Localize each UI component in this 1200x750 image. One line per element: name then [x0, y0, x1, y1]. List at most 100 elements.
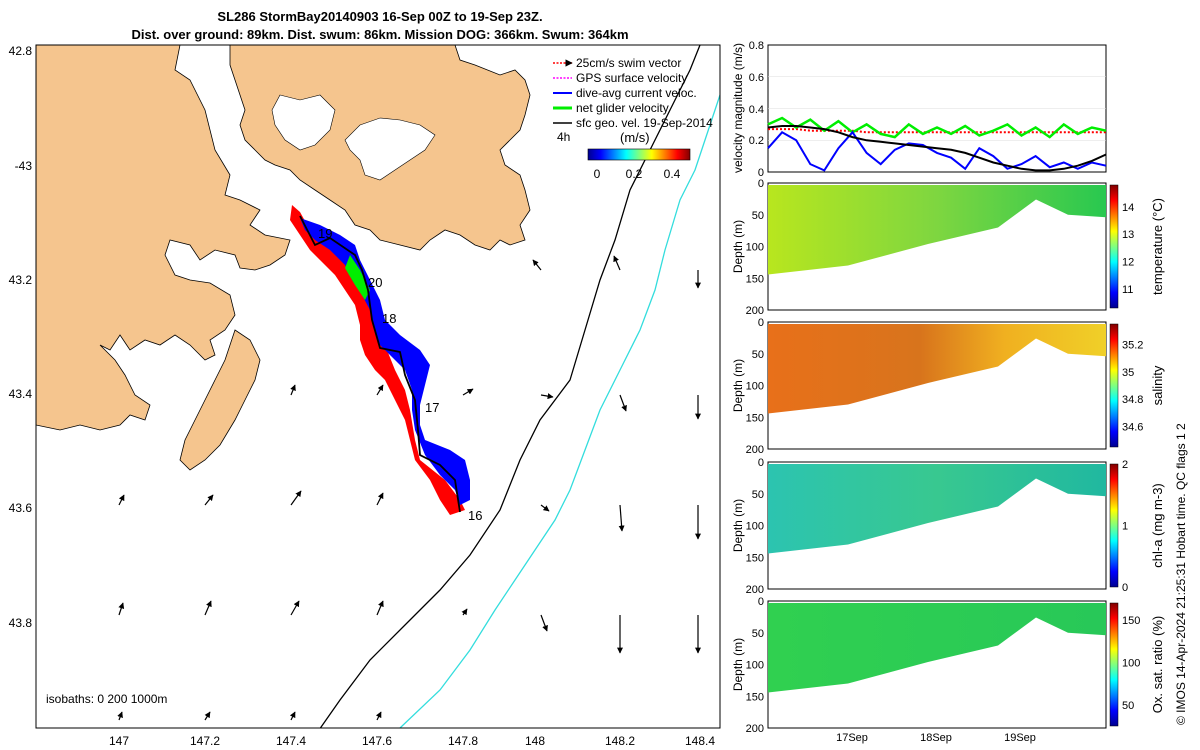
x-tick-label: 147.2: [190, 734, 220, 748]
current-vector-arrow: [540, 393, 554, 400]
section-ylabel: Depth (m): [731, 359, 745, 412]
chart-title-line2: Dist. over ground: 89km. Dist. swum: 86k…: [131, 27, 629, 42]
y-tick-label: 43.4: [9, 387, 33, 401]
y-tick-label: 0.6: [749, 72, 764, 84]
y-tick-label: 0: [758, 167, 764, 179]
section-colorbar: [1109, 602, 1119, 727]
colorbar-tick: 35: [1122, 367, 1134, 379]
x-tick-label: 148.4: [685, 734, 715, 748]
current-vector-arrow: [619, 394, 627, 412]
legend-label: 25cm/s swim vector: [576, 56, 681, 70]
map-legend: 25cm/s swim vector GPS surface velocity …: [553, 56, 713, 181]
y-tick-label: 150: [746, 552, 764, 564]
section-ylabel: Depth (m): [731, 499, 745, 552]
track-day-label: 19: [318, 226, 332, 241]
current-vector-arrow: [204, 600, 212, 616]
y-tick-label: 200: [746, 584, 764, 596]
y-tick-label: 0.8: [749, 40, 764, 52]
track-black-line: [299, 215, 461, 513]
y-tick-label: 100: [746, 381, 764, 393]
track-day-label: 16: [468, 508, 482, 523]
colorbar-label: Ox. sat. ratio (%): [1150, 616, 1165, 714]
isobaths-label: isobaths: 0 200 1000m: [46, 692, 167, 706]
current-vector-arrow: [118, 602, 125, 616]
y-tick-label: 0.2: [749, 135, 764, 147]
section-panel: 0 50 100 150 200 Depth (m) 0 1 2 chl-a (mg m-3): [731, 457, 1165, 596]
time-axis: 17Sep 18Sep 19Sep: [836, 732, 1036, 744]
section-panel: 0 50 100 150 200 Depth (m) 34.6 34.8 35 35.2 salin…: [731, 317, 1165, 456]
velocity-series-line: [767, 116, 1107, 139]
track-day-label: 17: [425, 400, 439, 415]
x-tick-label: 147.6: [362, 734, 392, 748]
colorbar-tick: 0: [1122, 582, 1128, 594]
current-vector-arrow: [117, 711, 123, 721]
legend-label: GPS surface velocity: [576, 71, 687, 85]
x-tick-label: 19Sep: [1004, 732, 1036, 744]
colorbar-tick: 35.2: [1122, 340, 1143, 352]
track-day-label: 20: [368, 275, 382, 290]
current-vector-arrow: [462, 388, 474, 396]
current-vector-arrow: [375, 711, 382, 721]
section-fill: [768, 603, 1106, 693]
colorbar-tick: 0: [594, 167, 601, 181]
colorbar-tick: 150: [1122, 615, 1140, 627]
y-tick-label: 150: [746, 273, 764, 285]
current-vector-arrow: [376, 492, 384, 506]
surface-geostrophic-vectors: [117, 255, 701, 721]
current-vector-arrow: [376, 600, 384, 616]
y-tick-label: 50: [752, 628, 764, 640]
section-colorbar: [1109, 463, 1119, 588]
land-north-inner-water: [344, 117, 436, 181]
y-tick-label: 50: [752, 489, 764, 501]
current-vector-arrow: [540, 504, 550, 512]
y-tick-label: 43.6: [9, 501, 33, 515]
current-vector-arrow: [289, 711, 296, 721]
colorbar-tick: 13: [1122, 229, 1134, 241]
credit-text: © IMOS 14-Apr-2024 21:25:31 Hobart time.…: [1174, 423, 1188, 725]
y-tick-label: 100: [746, 521, 764, 533]
x-tick-label: 148.2: [605, 734, 635, 748]
x-tick-label: 18Sep: [920, 732, 952, 744]
y-tick-label: 42.8: [9, 44, 33, 58]
colorbar-label: salinity: [1150, 365, 1165, 405]
y-tick-label: 0: [758, 457, 764, 469]
x-tick-label: 148: [525, 734, 545, 748]
colorbar-tick: 34.8: [1122, 394, 1143, 406]
y-tick-label: 150: [746, 412, 764, 424]
current-vector-arrow: [461, 608, 468, 616]
section-fill: [768, 185, 1106, 275]
colorbar-tick: 12: [1122, 257, 1134, 269]
track-day-label: 18: [382, 311, 396, 326]
y-tick-label: 0: [758, 596, 764, 608]
legend-label: dive-avg current veloc.: [576, 86, 697, 100]
colorbar-tick: 2: [1122, 459, 1128, 471]
colorbar-label: temperature (°C): [1150, 198, 1165, 295]
current-vector-arrow: [204, 711, 211, 721]
current-vector-arrow: [290, 600, 300, 616]
velocity-ylabel: velocity magnitude (m/s): [731, 43, 745, 173]
colorbar-tick: 0.2: [626, 167, 643, 181]
y-tick-label: 0.4: [749, 104, 764, 116]
colorbar-tick: 14: [1122, 202, 1134, 214]
y-tick-label: 43.2: [9, 273, 33, 287]
current-vector-arrow: [290, 490, 302, 506]
section-fill: [768, 324, 1106, 414]
map-frame: [35, 44, 721, 729]
section-colorbar: [1109, 184, 1119, 309]
isobath-200: [319, 45, 701, 728]
y-tick-label: 200: [746, 444, 764, 456]
land-north-bay: [271, 94, 336, 151]
velocity-series-line: [767, 130, 1107, 172]
colorbar-tick: 0.4: [664, 167, 681, 181]
current-vector-arrow: [290, 384, 296, 396]
y-tick-label: 150: [746, 691, 764, 703]
current-vector-arrow: [376, 384, 384, 396]
x-tick-label: 147.8: [448, 734, 478, 748]
colorbar-tick: 1: [1122, 521, 1128, 533]
section-colorbar: [1109, 323, 1119, 448]
current-vector-arrow: [204, 494, 214, 506]
track-blue-band: [300, 218, 470, 505]
colorbar-label: chl-a (mg m-3): [1150, 483, 1165, 568]
y-tick-label: 100: [746, 660, 764, 672]
